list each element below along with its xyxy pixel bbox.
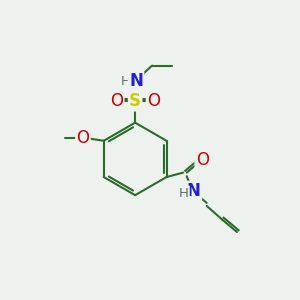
Text: O: O [196, 151, 209, 169]
Text: N: N [187, 182, 201, 200]
Text: S: S [129, 92, 141, 110]
Text: O: O [76, 129, 89, 147]
Text: N: N [129, 72, 143, 90]
Text: H: H [120, 74, 130, 88]
Text: H: H [179, 187, 189, 200]
Text: O: O [147, 92, 160, 110]
Text: O: O [110, 92, 123, 110]
